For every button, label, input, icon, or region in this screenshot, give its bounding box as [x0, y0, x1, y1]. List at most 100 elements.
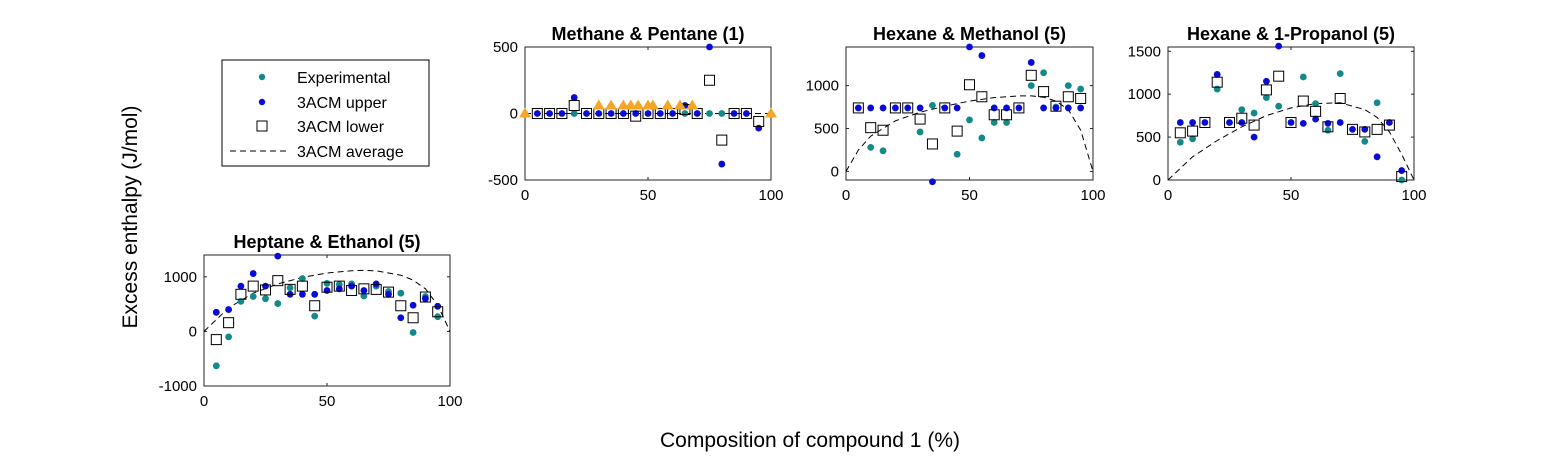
- point-upper: [1027, 59, 1035, 66]
- point-upper: [706, 43, 713, 51]
- point-lower: [951, 125, 963, 137]
- point-upper: [1263, 77, 1270, 85]
- point-upper: [311, 290, 319, 298]
- point-lower: [1174, 127, 1186, 139]
- legend-marker-lower: [256, 120, 268, 132]
- point-upper: [1226, 119, 1233, 126]
- point-experimental: [681, 110, 689, 117]
- point-upper: [953, 104, 961, 112]
- point-lower: [728, 108, 740, 119]
- point-triangle: [592, 99, 605, 110]
- point-experimental: [966, 116, 973, 124]
- point-experimental: [274, 300, 282, 307]
- point-lower: [1001, 109, 1013, 121]
- point-lower: [296, 280, 308, 292]
- point-experimental: [953, 150, 961, 158]
- y-tick-label: 0: [189, 323, 197, 340]
- plot-area: [203, 254, 451, 387]
- chart-panels: Methane & Pentane (1)0 50 100-5000500Hexan…: [159, 24, 1427, 410]
- point-lower: [395, 300, 407, 312]
- x-tick-label: 50: [319, 393, 336, 410]
- chart-title: Hexane & Methanol (5): [873, 24, 1066, 44]
- chart-title: Methane & Pentane (1): [551, 24, 744, 44]
- y-tick-label: 1000: [164, 269, 197, 286]
- x-tick-label: 100: [758, 187, 783, 204]
- point-upper: [1201, 119, 1209, 126]
- point-lower: [260, 284, 271, 296]
- y-axis-label: Excess enthalpy (J/mol): [119, 106, 142, 329]
- legend-label-lower: 3ACM lower: [297, 119, 385, 136]
- point-upper: [755, 124, 763, 132]
- point-upper: [1052, 104, 1060, 112]
- panel-hexane-1-propanol: Hexane & 1-Propanol (5)0 50 10005001000150…: [1128, 24, 1427, 204]
- point-upper: [533, 110, 541, 117]
- point-upper: [1250, 133, 1258, 141]
- point-upper: [1064, 104, 1072, 112]
- point-lower: [272, 275, 284, 287]
- point-upper: [854, 104, 862, 112]
- point-lower: [407, 312, 419, 324]
- point-upper: [1324, 119, 1332, 127]
- point-upper: [644, 110, 652, 117]
- point-lower: [1371, 123, 1383, 135]
- x-axis-label: Composition of compound 1 (%): [660, 429, 960, 452]
- point-triangle: [661, 99, 674, 110]
- point-lower: [419, 291, 431, 303]
- point-upper: [620, 110, 627, 117]
- point-lower: [1396, 171, 1408, 183]
- point-triangle: [673, 99, 686, 110]
- point-lower: [1199, 117, 1211, 129]
- point-upper: [323, 287, 331, 294]
- point-experimental: [1373, 99, 1381, 107]
- point-lower: [1334, 92, 1346, 104]
- point-upper: [422, 295, 429, 303]
- point-upper: [1349, 125, 1356, 133]
- x-tick-label: 0: [200, 393, 208, 410]
- x-tick-label: 100: [1401, 187, 1426, 204]
- point-lower: [383, 286, 394, 298]
- point-lower: [1025, 69, 1037, 81]
- x-tick-label: 50: [1283, 187, 1300, 204]
- point-lower: [902, 102, 914, 114]
- y-tick-label: 500: [493, 39, 518, 56]
- point-lower: [914, 113, 926, 125]
- point-upper: [990, 104, 998, 112]
- legend-label-experimental: Experimental: [297, 70, 390, 87]
- point-lower: [1383, 119, 1395, 131]
- point-lower: [1187, 125, 1199, 137]
- point-lower: [346, 284, 358, 296]
- point-upper: [1213, 71, 1221, 78]
- point-lower: [630, 110, 642, 122]
- point-experimental: [867, 143, 875, 151]
- y-tick-label: 1000: [806, 78, 839, 95]
- point-experimental: [323, 279, 331, 287]
- point-upper: [1312, 115, 1319, 123]
- legend-box: [221, 59, 430, 167]
- point-upper: [397, 314, 405, 322]
- point-upper: [1386, 119, 1393, 126]
- point-experimental: [1003, 119, 1010, 126]
- point-lower: [1236, 112, 1248, 124]
- point-upper: [212, 308, 220, 316]
- point-upper: [867, 104, 875, 112]
- y-tick-label: 0: [831, 163, 839, 180]
- x-tick-label: 0: [521, 187, 529, 204]
- point-lower: [247, 280, 259, 292]
- point-lower: [1260, 84, 1272, 96]
- y-tick-label: -500: [488, 172, 518, 189]
- legend-marker-experimental: [258, 73, 266, 81]
- y-tick-label: 500: [814, 121, 839, 138]
- point-triangle: [519, 107, 531, 118]
- point-lower: [1248, 119, 1260, 131]
- point-lower: [568, 100, 580, 112]
- point-lower: [1273, 70, 1285, 82]
- point-lower: [309, 300, 321, 312]
- point-experimental: [978, 134, 986, 142]
- point-lower: [1013, 102, 1025, 114]
- x-tick-label: 50: [640, 187, 657, 204]
- point-lower: [1062, 91, 1074, 103]
- point-upper: [929, 178, 936, 186]
